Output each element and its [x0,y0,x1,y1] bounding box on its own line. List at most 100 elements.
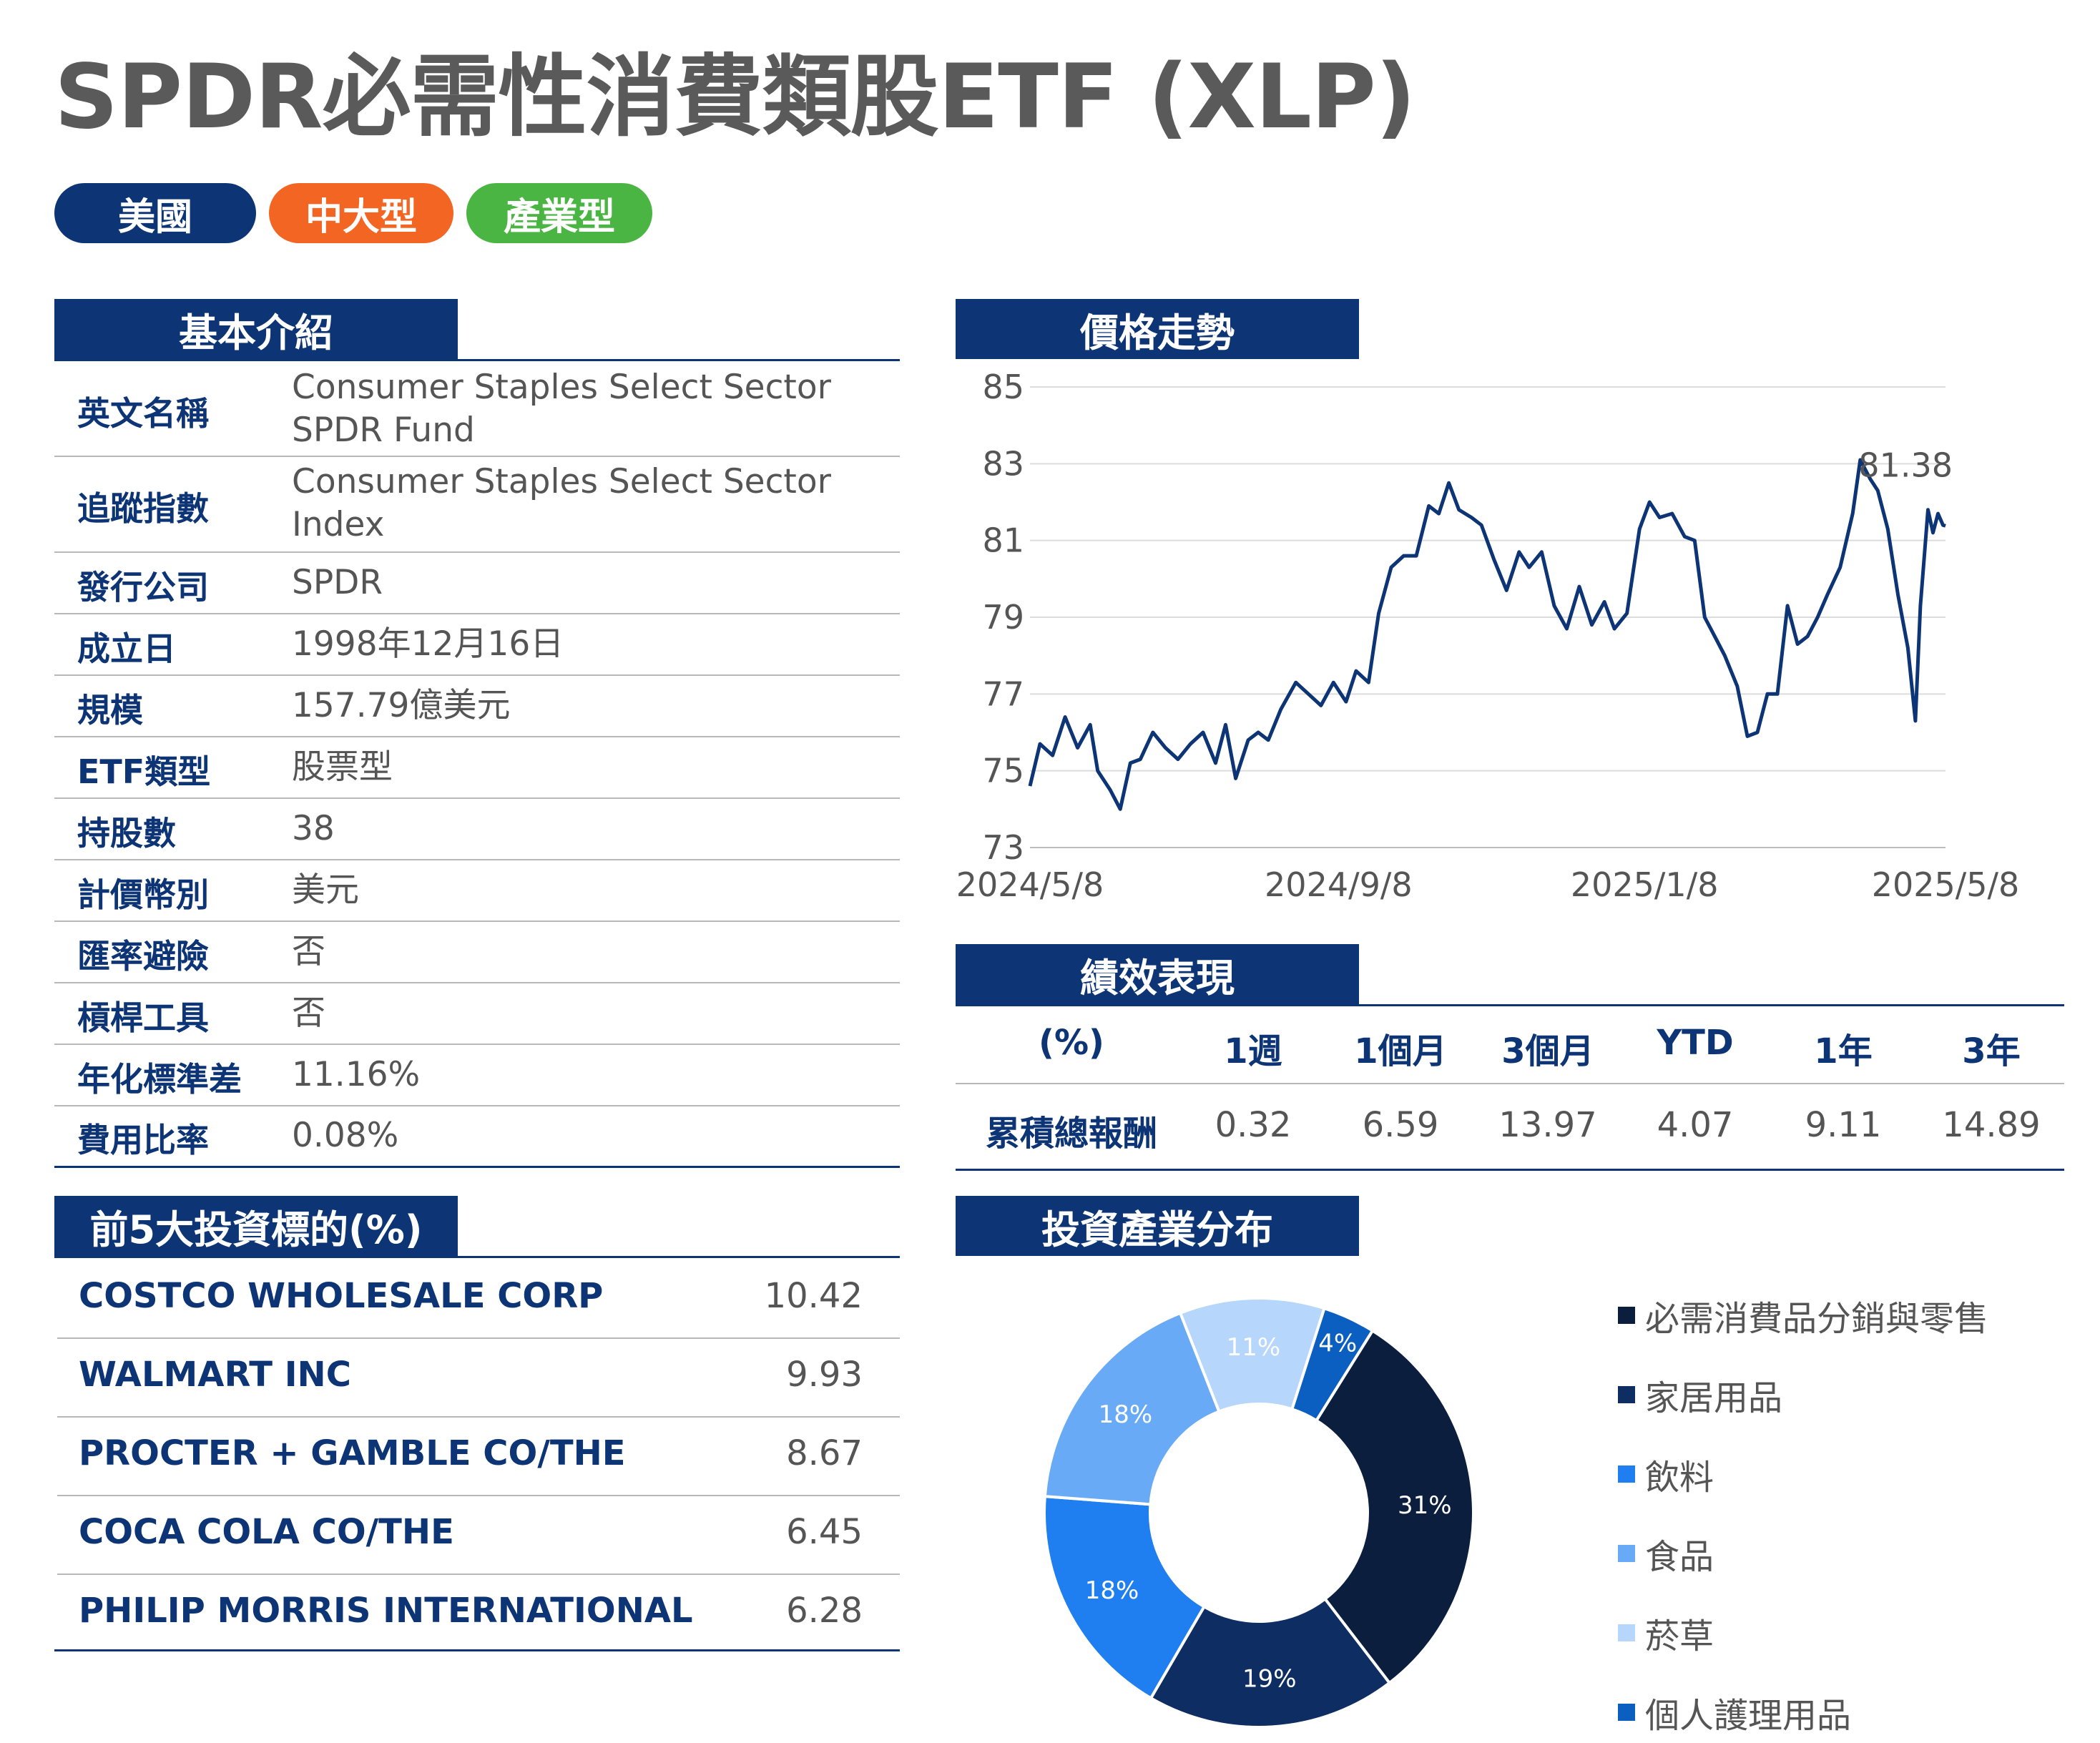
basic-info-label: 計價幣別 [77,875,209,914]
basic-info-value: 157.79億美元 [292,686,511,725]
basic-info-top-rule [54,359,900,361]
tag-type: 產業型 [466,183,652,243]
legend-label: 食品 [1645,1537,1714,1577]
y-tick-label: 75 [982,752,1024,790]
basic-info-value: 否 [292,993,325,1033]
price-chart: 73 75 77 79 81 83 85 2024/5/8 2024/9/8 2025/1/8 20… [956,368,2020,904]
donut-slice [1178,1297,1326,1414]
holding-name: PROCTER + GAMBLE CO/THE [79,1433,626,1473]
basic-info-divider [54,674,900,676]
holding-divider [57,1337,900,1339]
holdings-bottom-rule [54,1649,900,1651]
basic-info-value: 38 [292,809,335,848]
holding-name: PHILIP MORRIS INTERNATIONAL [79,1591,693,1631]
performance-value: 6.59 [1362,1105,1439,1145]
price-heading: 價格走勢 [956,299,1359,359]
tag-country-label: 美國 [117,195,192,239]
basic-info-label: 追蹤指數 [77,489,209,528]
holding-weight: 10.42 [764,1276,863,1316]
holding-divider [57,1573,900,1575]
donut-slice-label: 19% [1242,1665,1297,1694]
basic-info-label: 英文名稱 [77,394,209,433]
y-tick-label: 77 [982,674,1024,713]
performance-column-header: 1個月 [1354,1031,1447,1071]
performance-column-header: 3年 [1962,1031,2021,1071]
performance-mid-rule [956,1083,2064,1084]
last-price-label: 81.38 [1858,446,1953,484]
tag-size-label: 中大型 [305,195,417,239]
basic-info-divider [54,859,900,860]
holding-name: COCA COLA CO/THE [79,1512,454,1552]
basic-info-value: 1998年12月16日 [292,624,564,664]
holding-divider [57,1416,900,1418]
y-tick-label: 73 [982,828,1024,867]
basic-info-heading-text: 基本介紹 [179,310,333,355]
legend-swatch [1618,1386,1635,1403]
basic-info-label: 年化標準差 [77,1060,242,1099]
performance-row-label: 累積總報酬 [986,1114,1158,1154]
holdings-top-rule [54,1256,900,1258]
performance-top-rule [956,1004,2064,1006]
basic-info-divider [54,613,900,614]
basic-info-bottom-rule [54,1166,900,1168]
tag-country: 美國 [54,183,256,243]
legend-swatch [1618,1704,1635,1721]
holding-weight: 6.28 [786,1591,863,1631]
legend-item: 飲料 [1618,1449,1714,1499]
performance-value: 0.32 [1215,1105,1292,1145]
x-tick-label: 2025/1/8 [1571,865,1719,904]
basic-info-label: 槓桿工具 [77,998,209,1037]
holding-name: COSTCO WHOLESALE CORP [79,1276,604,1316]
basic-info-label: 費用比率 [77,1121,209,1159]
holding-weight: 9.93 [786,1355,863,1395]
performance-heading-text: 績效表現 [1080,955,1235,1001]
y-tick-label: 79 [982,598,1024,637]
y-tick-label: 85 [982,368,1024,406]
performance-unit-label: (%) [1039,1023,1104,1063]
basic-info-divider [54,982,900,983]
basic-info-heading: 基本介紹 [54,299,458,359]
basic-info-divider [54,797,900,799]
tag-type-label: 產業型 [503,195,615,239]
legend-swatch [1618,1465,1635,1483]
page-title: SPDR必需性消費類股ETF (XLP) [54,46,1416,149]
holdings-heading: 前5大投資標的(%) [54,1196,458,1256]
performance-column-header: YTD [1657,1023,1734,1063]
legend-item: 食品 [1618,1528,1714,1578]
basic-info-label: 發行公司 [77,568,209,607]
basic-info-label: 持股數 [77,814,176,853]
basic-info-label: 匯率避險 [77,937,209,976]
basic-info-label: 成立日 [77,629,176,668]
basic-info-value: 0.08% [292,1116,399,1155]
basic-info-value: SPDR [292,563,383,602]
basic-info-divider [54,551,900,553]
basic-info-value: 否 [292,932,325,971]
holding-weight: 8.67 [786,1433,863,1473]
legend-label: 家居用品 [1645,1378,1783,1418]
sector-heading-text: 投資產業分布 [1041,1207,1273,1252]
performance-column-header: 1週 [1224,1031,1282,1071]
legend-label: 個人護理用品 [1645,1696,1852,1736]
legend-item: 必需消費品分銷與零售 [1618,1290,1988,1340]
basic-info-value: 美元 [292,870,359,910]
basic-info-divider [54,456,900,457]
sector-heading: 投資產業分布 [956,1196,1359,1256]
donut-slice-label: 31% [1398,1491,1452,1520]
basic-info-label: 規模 [77,691,143,730]
legend-item: 家居用品 [1618,1370,1782,1420]
donut-slice-label: 4% [1318,1329,1357,1357]
performance-heading: 績效表現 [956,944,1359,1004]
donut-slice [1314,1328,1475,1685]
donut-slice [1149,1596,1392,1729]
legend-swatch [1618,1545,1635,1562]
legend-swatch [1618,1624,1635,1641]
donut-slice [1043,1311,1221,1506]
legend-swatch [1618,1307,1635,1324]
legend-label: 菸草 [1645,1616,1714,1656]
x-tick-label: 2025/5/8 [1872,865,2020,904]
basic-info-divider [54,736,900,737]
performance-column-header: 1年 [1814,1031,1873,1071]
basic-info-divider [54,920,900,922]
holding-weight: 6.45 [786,1512,863,1552]
basic-info-divider [54,1105,900,1106]
